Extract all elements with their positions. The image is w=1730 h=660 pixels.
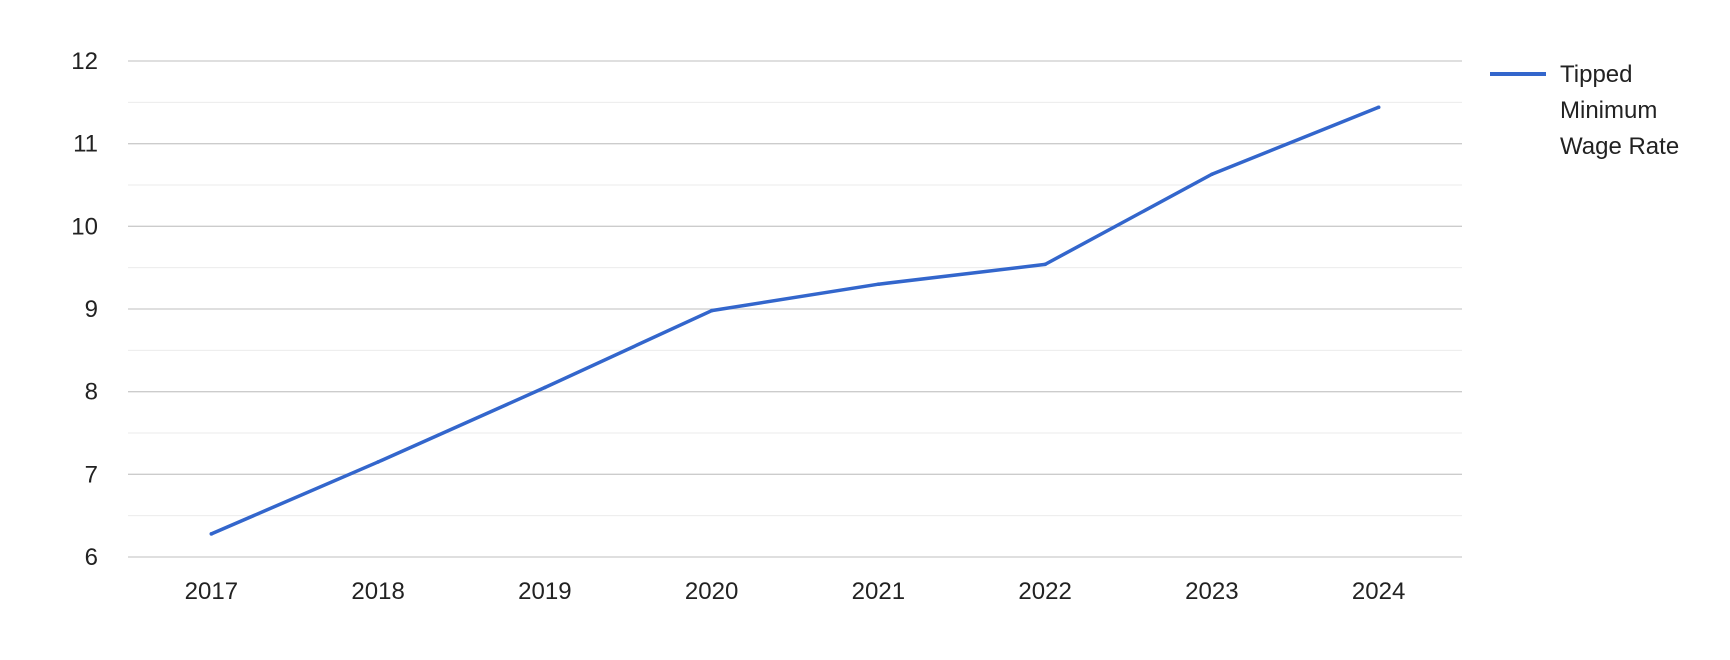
data-point	[876, 282, 881, 287]
x-tick-label: 2023	[1185, 578, 1238, 605]
x-tick-label: 2024	[1352, 578, 1405, 605]
data-point	[1043, 262, 1047, 267]
y-tick-label: 7	[85, 461, 98, 488]
x-tick-label: 2022	[1018, 578, 1071, 605]
x-tick-label: 2018	[351, 578, 404, 605]
y-axis: 6 7 8 9 10 11 12	[71, 48, 98, 571]
y-tick-label: 6	[85, 544, 98, 571]
y-tick-label: 8	[85, 379, 98, 406]
legend-label-line-3: Wage Rate	[1560, 133, 1679, 160]
y-tick-label: 9	[85, 296, 98, 323]
legend: Tipped Minimum Wage Rate	[1490, 61, 1679, 160]
x-tick-label: 2020	[685, 578, 738, 605]
data-point	[543, 385, 547, 390]
x-tick-label: 2021	[852, 578, 905, 605]
x-tick-label: 2017	[185, 578, 238, 605]
gridlines	[128, 60, 1462, 558]
data-point	[709, 308, 714, 313]
series-line	[209, 105, 1381, 536]
x-tick-label: 2019	[518, 578, 571, 605]
legend-label-line-2: Minimum	[1560, 97, 1657, 124]
series-layer	[209, 105, 1381, 536]
data-point	[1210, 172, 1214, 177]
data-point	[209, 532, 214, 536]
y-tick-label: 10	[71, 213, 98, 240]
y-tick-label: 12	[71, 48, 98, 75]
y-tick-label: 11	[73, 131, 98, 158]
data-point	[376, 460, 380, 464]
legend-label: Tipped Minimum Wage Rate	[1560, 61, 1679, 160]
x-axis: 2017 2018 2019 2020 2021 2022 2023 2024	[185, 578, 1406, 605]
legend-label-line-1: Tipped	[1560, 61, 1633, 88]
data-point	[1376, 105, 1381, 110]
